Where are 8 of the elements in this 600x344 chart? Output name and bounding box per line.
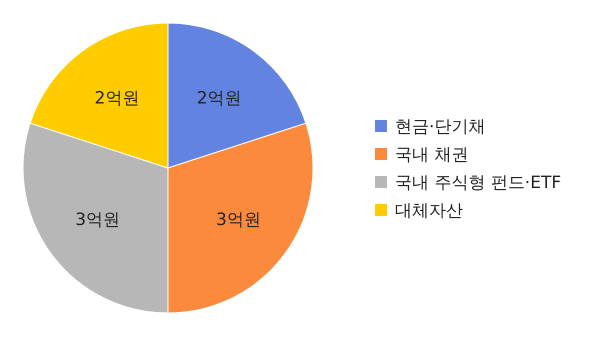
legend-label: 국내 주식형 펀드·ETF	[395, 173, 562, 193]
legend-label: 국내 채권	[395, 145, 468, 165]
legend-label: 현금·단기채	[395, 117, 486, 137]
data-label: 2억원	[196, 88, 242, 109]
legend-label: 대체자산	[395, 201, 463, 221]
data-label: 3억원	[216, 210, 261, 230]
data-label: 3억원	[75, 210, 120, 230]
data-label: 2억원	[94, 88, 140, 109]
